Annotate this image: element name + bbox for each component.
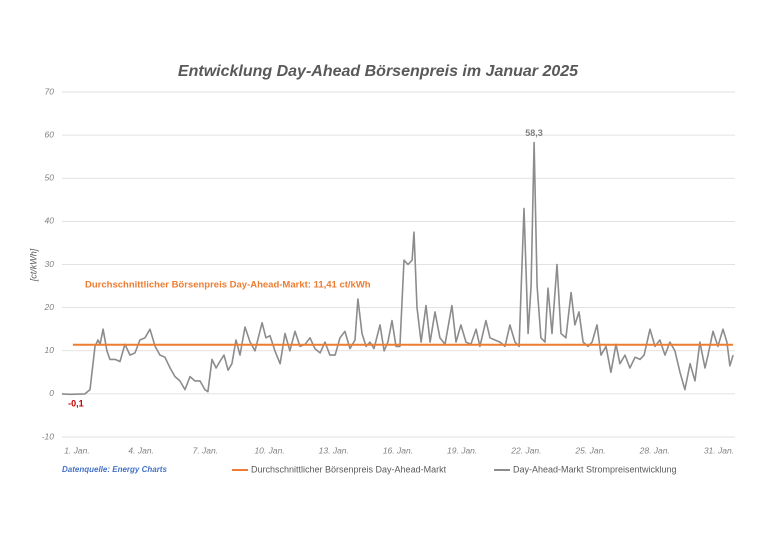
average-annotation: Durchschnittlicher Börsenpreis Day-Ahead… (85, 280, 371, 291)
x-tick-label: 19. Jan. (447, 445, 477, 455)
y-tick-label: 0 (49, 388, 54, 398)
source: Datenquelle: Energy Charts (62, 465, 167, 474)
x-tick-label: 31. Jan. (704, 445, 734, 455)
x-tick-label: 22. Jan. (510, 445, 541, 455)
x-tick-label: 25. Jan. (574, 445, 605, 455)
data-label: -0,1 (68, 399, 84, 409)
x-tick-label: 1. Jan. (64, 445, 90, 455)
line (61, 141, 734, 396)
chart-title: Entwicklung Day-Ahead Börsenpreis im Jan… (178, 63, 579, 80)
y-tick-label: 30 (45, 259, 55, 269)
x-tick-label: 16. Jan. (383, 445, 413, 455)
y-tick-label: -10 (42, 431, 55, 441)
x-tick-label: 28. Jan. (639, 445, 670, 455)
y-tick-label: 20 (44, 302, 55, 312)
x-tick-label: 7. Jan. (193, 445, 219, 455)
legend-label: Durchschnittlicher Börsenpreis Day-Ahead… (251, 464, 447, 474)
x-tick-label: 13. Jan. (319, 445, 349, 455)
y-tick-label: 60 (45, 129, 55, 139)
x-tick-label: 10. Jan. (254, 445, 284, 455)
legend-label: Day-Ahead-Markt Strompreisentwicklung (513, 464, 677, 474)
x-tick-label: 4. Jan. (128, 445, 154, 455)
data-label: 58,3 (525, 128, 543, 138)
y-axis-label: [ct/kWh] (28, 248, 38, 282)
y-tick-label: 50 (45, 173, 55, 183)
y-tick-label: 10 (45, 345, 55, 355)
y-tick-label: 40 (45, 216, 55, 226)
y-tick-label: 70 (45, 86, 55, 96)
